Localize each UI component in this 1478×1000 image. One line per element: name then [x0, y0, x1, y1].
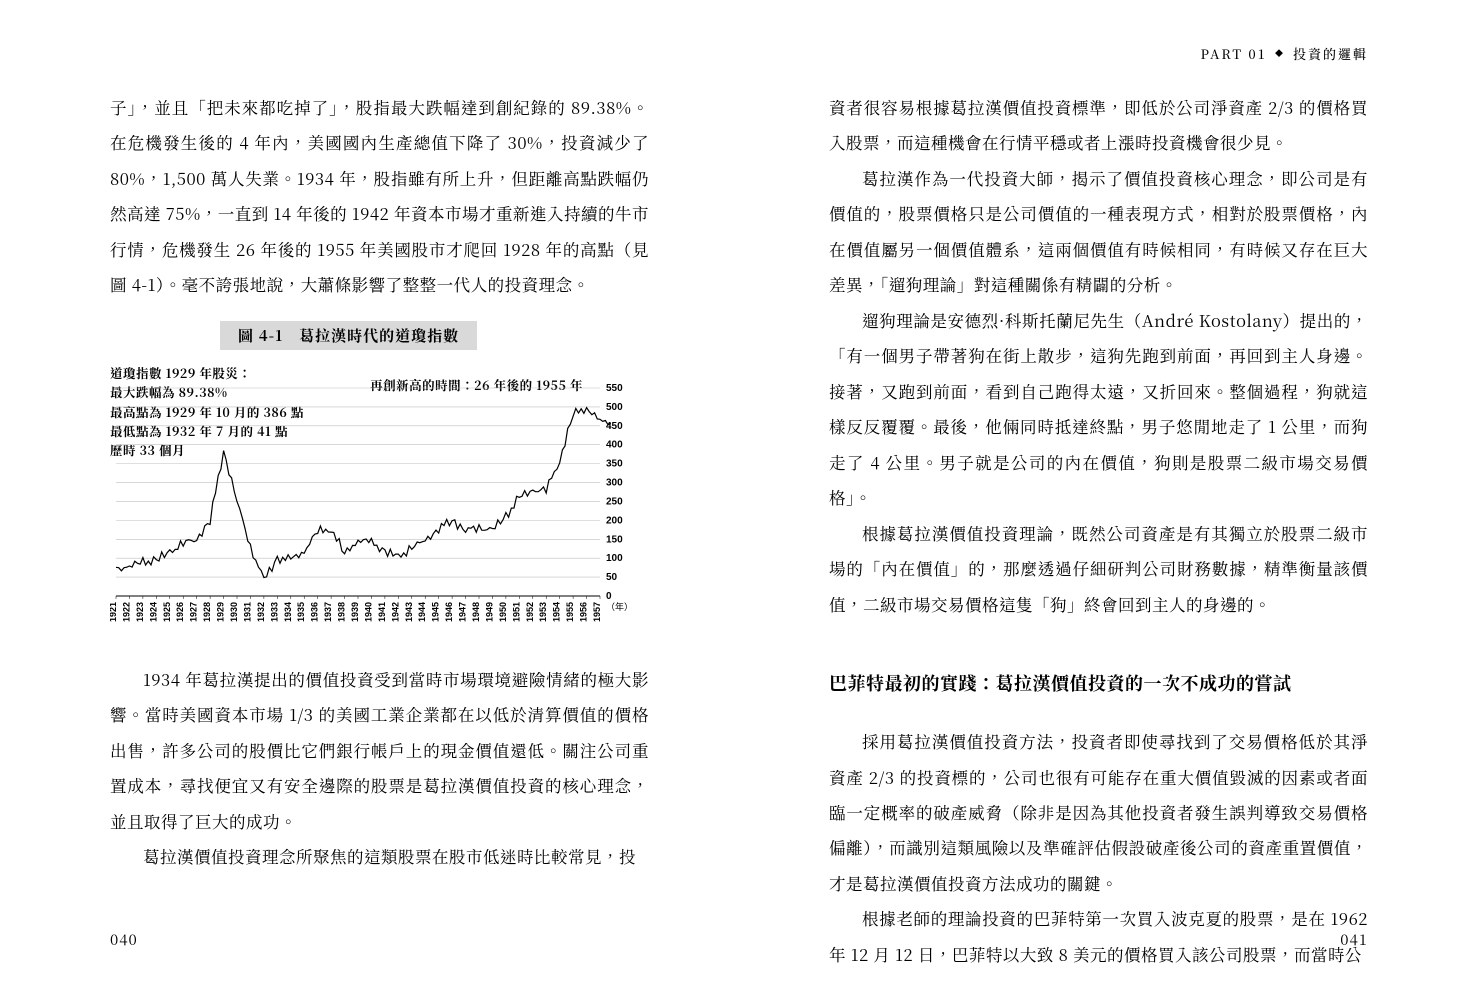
chart-svg: 0501001502002503003504004505005501921192… [110, 358, 650, 638]
para: 遛狗理論是安德烈·科斯托蘭尼先生（André Kostolany）提出的，「有一… [829, 303, 1368, 516]
body-text-block-3: 資者很容易根據葛拉漢價值投資標準，即低於公司淨資產 2/3 的價格買入股票，而這… [829, 90, 1368, 622]
running-head-part: PART 01 [1200, 44, 1267, 63]
svg-text:1926: 1926 [175, 602, 185, 622]
svg-text:550: 550 [606, 383, 623, 394]
chart-caption: 圖 4-1 葛拉漢時代的道瓊指數 [220, 321, 477, 350]
svg-text:1949: 1949 [484, 602, 494, 622]
svg-text:1947: 1947 [458, 602, 468, 622]
svg-text:1923: 1923 [135, 602, 145, 622]
svg-text:250: 250 [606, 496, 623, 507]
svg-text:1929: 1929 [216, 602, 226, 622]
svg-text:1940: 1940 [363, 602, 373, 622]
page-number: 040 [110, 929, 138, 950]
svg-text:1953: 1953 [538, 602, 548, 622]
running-head-title: 投資的邏輯 [1293, 44, 1368, 63]
svg-text:500: 500 [606, 402, 623, 413]
svg-text:1943: 1943 [404, 602, 414, 622]
svg-text:1933: 1933 [269, 602, 279, 622]
svg-text:1955: 1955 [565, 602, 575, 622]
svg-text:1956: 1956 [579, 602, 589, 622]
svg-text:1931: 1931 [242, 602, 252, 622]
dow-jones-chart: 道瓊指數 1929 年股災： 最大跌幅為 89.38% 最高點為 1929 年 … [110, 358, 649, 638]
svg-text:1942: 1942 [390, 602, 400, 622]
para: 資者很容易根據葛拉漢價值投資標準，即低於公司淨資產 2/3 的價格買入股票，而這… [829, 90, 1368, 161]
svg-text:1932: 1932 [256, 602, 266, 622]
svg-text:1927: 1927 [189, 602, 199, 622]
body-text-block-4: 採用葛拉漢價值投資方法，投資者即使尋找到了交易價格低於其淨資產 2/3 的投資標… [829, 724, 1368, 972]
svg-text:1935: 1935 [296, 602, 306, 622]
svg-text:50: 50 [606, 572, 618, 583]
page-left: 子」，並且「把未來都吃掉了」，股指最大跌幅達到創紀錄的 89.38%。在危機發生… [0, 0, 739, 1000]
svg-text:1957: 1957 [592, 602, 602, 622]
body-text-block-2: 1934 年葛拉漢提出的價值投資受到當時市場環境避險情緒的極大影響。當時美國資本… [110, 662, 649, 875]
page-right: PART 01 ◆ 投資的邏輯 資者很容易根據葛拉漢價值投資標準，即低於公司淨資… [739, 0, 1478, 1000]
svg-text:1924: 1924 [148, 602, 158, 622]
svg-text:0: 0 [606, 591, 612, 602]
svg-text:1944: 1944 [417, 602, 427, 622]
svg-text:1921: 1921 [110, 602, 118, 622]
para: 根據老師的理論投資的巴菲特第一次買入波克夏的股票，是在 1962 年 12 月 … [829, 901, 1368, 972]
svg-text:100: 100 [606, 553, 623, 564]
svg-text:1954: 1954 [552, 602, 562, 622]
running-head: PART 01 ◆ 投資的邏輯 [1200, 44, 1368, 63]
svg-text:1922: 1922 [121, 602, 131, 622]
diamond-icon: ◆ [1275, 48, 1285, 59]
svg-text:1951: 1951 [511, 602, 521, 622]
para: 葛拉漢價值投資理念所聚焦的這類股票在股市低迷時比較常見，投 [110, 839, 649, 874]
svg-text:1934: 1934 [283, 602, 293, 622]
svg-text:1948: 1948 [471, 602, 481, 622]
body-text-block-1: 子」，並且「把未來都吃掉了」，股指最大跌幅達到創紀錄的 89.38%。在危機發生… [110, 90, 649, 303]
svg-text:300: 300 [606, 477, 623, 488]
svg-text:（年）: （年） [606, 601, 633, 612]
para: 根據葛拉漢價值投資理論，既然公司資產是有其獨立於股票二級市場的「內在價值」的，那… [829, 516, 1368, 622]
para: 子」，並且「把未來都吃掉了」，股指最大跌幅達到創紀錄的 89.38%。在危機發生… [110, 90, 649, 303]
svg-text:350: 350 [606, 458, 623, 469]
svg-text:1950: 1950 [498, 602, 508, 622]
svg-text:200: 200 [606, 515, 623, 526]
svg-text:1946: 1946 [444, 602, 454, 622]
svg-text:1941: 1941 [377, 602, 387, 622]
svg-text:1930: 1930 [229, 602, 239, 622]
para: 採用葛拉漢價值投資方法，投資者即使尋找到了交易價格低於其淨資產 2/3 的投資標… [829, 724, 1368, 901]
svg-text:1945: 1945 [431, 602, 441, 622]
para: 葛拉漢作為一代投資大師，揭示了價值投資核心理念，即公司是有價值的，股票價格只是公… [829, 161, 1368, 303]
svg-text:450: 450 [606, 421, 623, 432]
page-number: 041 [1340, 929, 1368, 950]
svg-text:1937: 1937 [323, 602, 333, 622]
svg-text:1938: 1938 [337, 602, 347, 622]
para: 1934 年葛拉漢提出的價值投資受到當時市場環境避險情緒的極大影響。當時美國資本… [110, 662, 649, 839]
svg-text:1952: 1952 [525, 602, 535, 622]
svg-text:1928: 1928 [202, 602, 212, 622]
section-heading: 巴菲特最初的實踐：葛拉漢價值投資的一次不成功的嘗試 [829, 670, 1368, 696]
svg-text:1939: 1939 [350, 602, 360, 622]
svg-text:1936: 1936 [310, 602, 320, 622]
svg-text:1925: 1925 [162, 602, 172, 622]
svg-text:150: 150 [606, 534, 623, 545]
svg-text:400: 400 [606, 440, 623, 451]
